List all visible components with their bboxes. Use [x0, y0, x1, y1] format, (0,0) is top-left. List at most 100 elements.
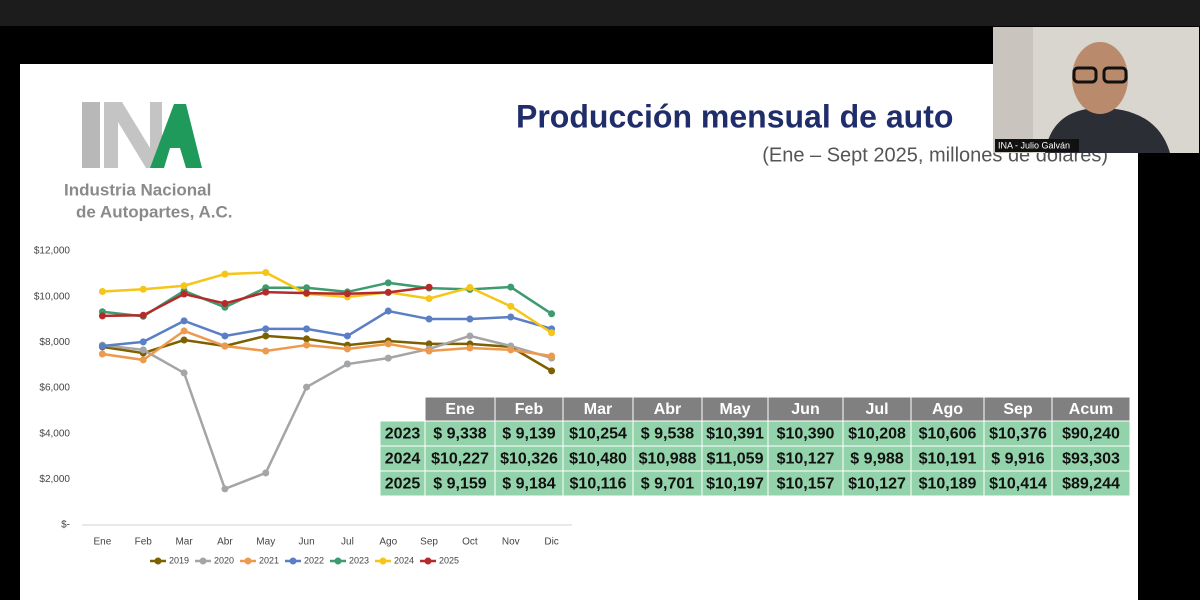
data-point — [262, 268, 270, 276]
data-point — [425, 295, 433, 303]
legend-item: 2020 — [195, 555, 234, 565]
data-point — [139, 311, 147, 319]
data-point — [466, 332, 474, 340]
y-tick-label: $2,000 — [39, 474, 70, 485]
data-point — [303, 341, 311, 349]
video-wall — [993, 27, 1033, 153]
cell-text: $93,303 — [1062, 451, 1120, 468]
table-cell — [910, 470, 985, 497]
data-point — [262, 325, 270, 333]
data-point — [180, 327, 188, 335]
header-text: Jun — [791, 401, 819, 418]
cell-text: $ 9,988 — [850, 451, 903, 468]
series-line — [102, 271, 553, 334]
table-cell — [379, 470, 426, 497]
data-point — [343, 290, 351, 298]
legend-label: 2025 — [439, 555, 459, 565]
cell-text: $10,988 — [639, 451, 697, 468]
header-text: Sep — [1003, 401, 1033, 418]
table-cell — [494, 470, 564, 497]
header-text: Abr — [654, 401, 682, 418]
table-cell — [701, 420, 769, 447]
table-cell — [983, 420, 1053, 447]
data-point — [180, 290, 188, 298]
cell-text: $10,391 — [706, 426, 764, 443]
cell-text: $89,244 — [1062, 476, 1120, 493]
data-point — [98, 342, 106, 350]
cell-text: $10,227 — [431, 451, 489, 468]
cell-text: $90,240 — [1062, 426, 1120, 443]
legend-item: 2023 — [330, 555, 369, 565]
cell-text: $10,480 — [569, 451, 627, 468]
table-cell — [1051, 470, 1131, 497]
cell-text: $10,254 — [569, 426, 627, 443]
table-cell — [494, 445, 564, 472]
cell-text: 2024 — [385, 451, 421, 468]
legend-marker — [289, 557, 297, 565]
x-tick-label: Mar — [175, 537, 193, 548]
y-tick-label: $6,000 — [39, 383, 70, 394]
data-point — [466, 344, 474, 352]
logo-shape — [150, 104, 202, 168]
x-tick-label: May — [256, 537, 275, 548]
cell-text: $10,191 — [919, 451, 977, 468]
data-point — [425, 347, 433, 355]
legend-marker — [379, 557, 387, 565]
y-tick-label: $10,000 — [34, 291, 71, 302]
legend-marker — [424, 557, 432, 565]
cell-text: $10,208 — [848, 426, 906, 443]
header-cell — [842, 396, 912, 422]
cell-text: 2023 — [385, 426, 421, 443]
data-point — [262, 469, 270, 477]
cell-text: 2025 — [385, 476, 421, 493]
data-point — [180, 317, 188, 325]
header-text: May — [719, 401, 750, 418]
x-tick-label: Oct — [462, 537, 478, 548]
data-point — [425, 283, 433, 291]
legend-item: 2019 — [150, 555, 189, 565]
data-point — [139, 338, 147, 346]
data-point — [425, 340, 433, 348]
data-point — [425, 315, 433, 323]
logo-shape — [104, 102, 162, 168]
data-point — [221, 270, 229, 278]
table-cell — [842, 445, 912, 472]
data-point — [139, 346, 147, 354]
table-cell — [767, 470, 844, 497]
data-point — [548, 352, 556, 360]
cell-text: $10,376 — [989, 426, 1047, 443]
cell-text: $10,606 — [919, 426, 977, 443]
logo-text: Industria Nacional — [64, 180, 211, 199]
legend-item: 2021 — [240, 555, 279, 565]
data-point — [384, 354, 392, 362]
data-point — [180, 336, 188, 344]
cell-text: $10,390 — [777, 426, 835, 443]
cell-text: $11,059 — [707, 451, 764, 468]
data-point — [507, 302, 515, 310]
data-point — [548, 367, 556, 375]
x-tick-label: Jul — [341, 537, 354, 548]
data-point — [384, 279, 392, 287]
cell-text: $ 9,538 — [641, 426, 694, 443]
person-head — [1072, 42, 1128, 114]
cell-text: $ 9,184 — [502, 476, 555, 493]
header-cell — [701, 396, 769, 422]
series-line — [102, 281, 553, 318]
x-tick-label: Ago — [379, 537, 397, 548]
data-point — [180, 282, 188, 290]
cell-text: $ 9,916 — [991, 451, 1044, 468]
x-tick-label: Ene — [94, 537, 112, 548]
data-point — [466, 315, 474, 323]
table-cell — [632, 470, 703, 497]
data-point — [343, 345, 351, 353]
series-line — [102, 309, 552, 348]
legend-marker — [334, 557, 342, 565]
data-point — [98, 287, 106, 295]
legend-label: 2019 — [169, 555, 189, 565]
legend-label: 2021 — [259, 555, 279, 565]
series-line — [102, 329, 552, 362]
legend-label: 2022 — [304, 555, 324, 565]
header-text: Mar — [584, 401, 612, 418]
data-point — [384, 288, 392, 296]
